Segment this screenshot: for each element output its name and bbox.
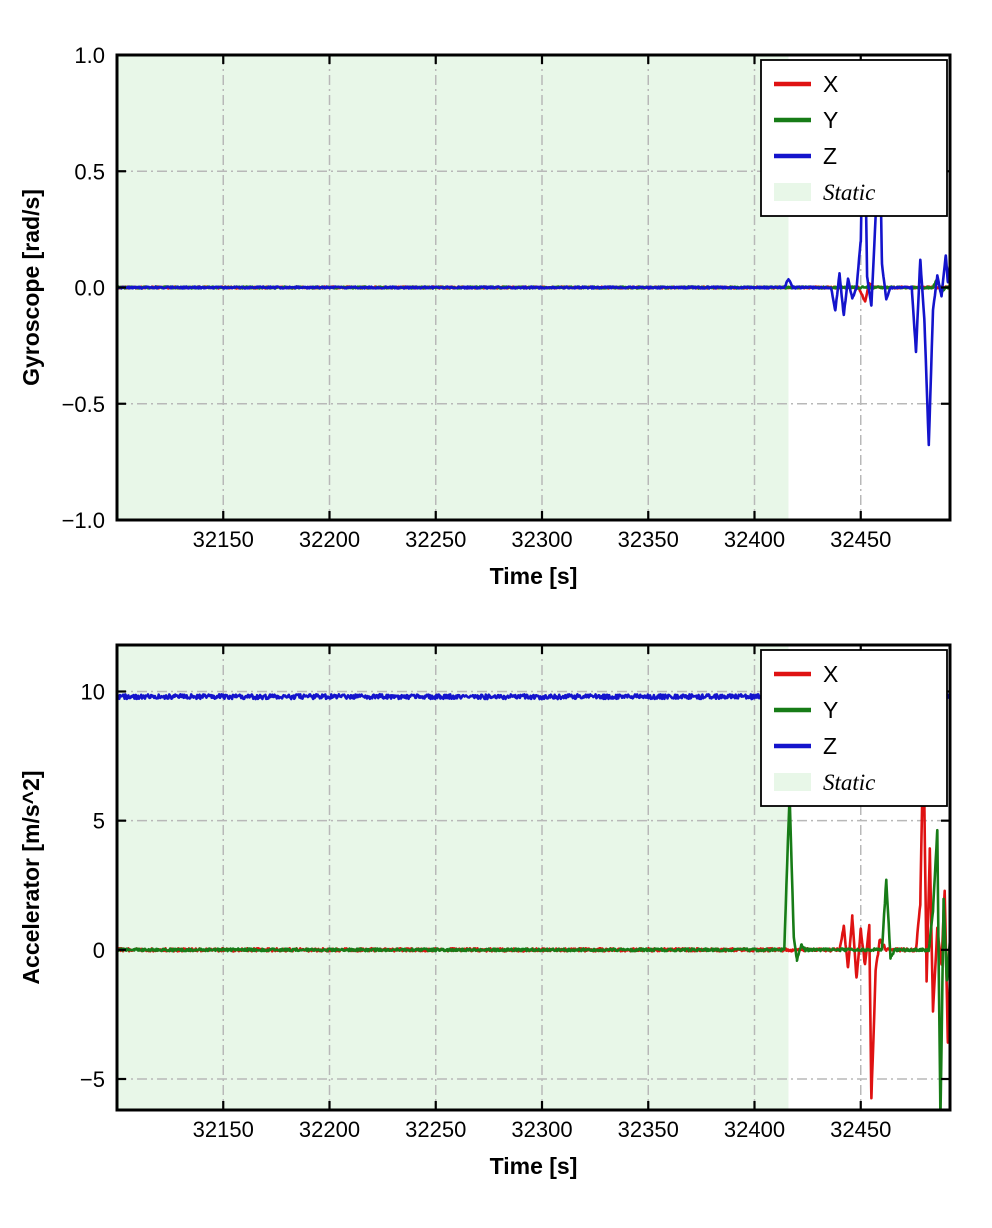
x-tick-label: 32400 (724, 527, 785, 552)
y-axis-label: Accelerator [m/s^2] (18, 770, 44, 984)
x-tick-label: 32300 (511, 527, 572, 552)
x-tick-label: 32150 (193, 1117, 254, 1142)
y-tick-label: 0.5 (74, 159, 105, 184)
legend-label-x: X (823, 661, 838, 687)
x-tick-label: 32200 (299, 1117, 360, 1142)
legend-label-z: Z (823, 143, 837, 169)
axes-frame (115, 643, 952, 1112)
series-line-y (117, 793, 950, 1110)
x-tick-label: 32400 (724, 1117, 785, 1142)
legend-patch-static (774, 773, 811, 791)
legend-label-y: Y (823, 107, 838, 133)
tick-labels: 32150 32200 32250 32300 32350 32400 32450 −5 0 5 1… (80, 680, 891, 1143)
legend: XYZ Static (760, 649, 948, 807)
legend-label-static: Static (823, 770, 875, 795)
accelerator-chart: 32150 32200 32250 32300 32350 32400 32450 −5 0 5 1… (18, 643, 952, 1179)
legend-label-static: Static (823, 180, 875, 205)
legend-label-z: Z (823, 733, 837, 759)
legend: XYZ Static (760, 59, 948, 217)
legend-patch-static (774, 183, 811, 201)
axes-frame (115, 53, 952, 522)
tick-labels: 32150 32200 32250 32300 32350 32400 32450 −1.0 −… (62, 43, 892, 552)
x-tick-label: 32250 (405, 527, 466, 552)
y-tick-label: −5 (80, 1067, 105, 1092)
x-tick-label: 32300 (511, 1117, 572, 1142)
y-tick-label: −1.0 (62, 508, 105, 533)
x-tick-label: 32150 (193, 527, 254, 552)
x-tick-label: 32350 (618, 1117, 679, 1142)
legend-label-y: Y (823, 697, 838, 723)
legend-label-x: X (823, 71, 838, 97)
static-region (117, 645, 789, 1110)
y-tick-label: 5 (93, 809, 105, 834)
x-tick-label: 32450 (830, 527, 891, 552)
y-tick-label: 10 (81, 680, 105, 705)
x-axis-label: Time [s] (490, 1153, 578, 1179)
gyroscope-chart: 32150 32200 32250 32300 32350 32400 32450 −1.0 −… (18, 43, 952, 589)
x-tick-label: 32250 (405, 1117, 466, 1142)
y-tick-label: 1.0 (74, 43, 105, 68)
y-tick-label: 0 (93, 938, 105, 963)
y-tick-label: −0.5 (62, 392, 105, 417)
series-line-z (117, 70, 950, 447)
x-tick-label: 32350 (618, 527, 679, 552)
series-group (117, 70, 950, 447)
y-axis-label: Gyroscope [rad/s] (18, 189, 44, 386)
x-tick-label: 32450 (830, 1117, 891, 1142)
x-tick-label: 32200 (299, 527, 360, 552)
x-axis-label: Time [s] (490, 563, 578, 589)
y-tick-label: 0.0 (74, 276, 105, 301)
